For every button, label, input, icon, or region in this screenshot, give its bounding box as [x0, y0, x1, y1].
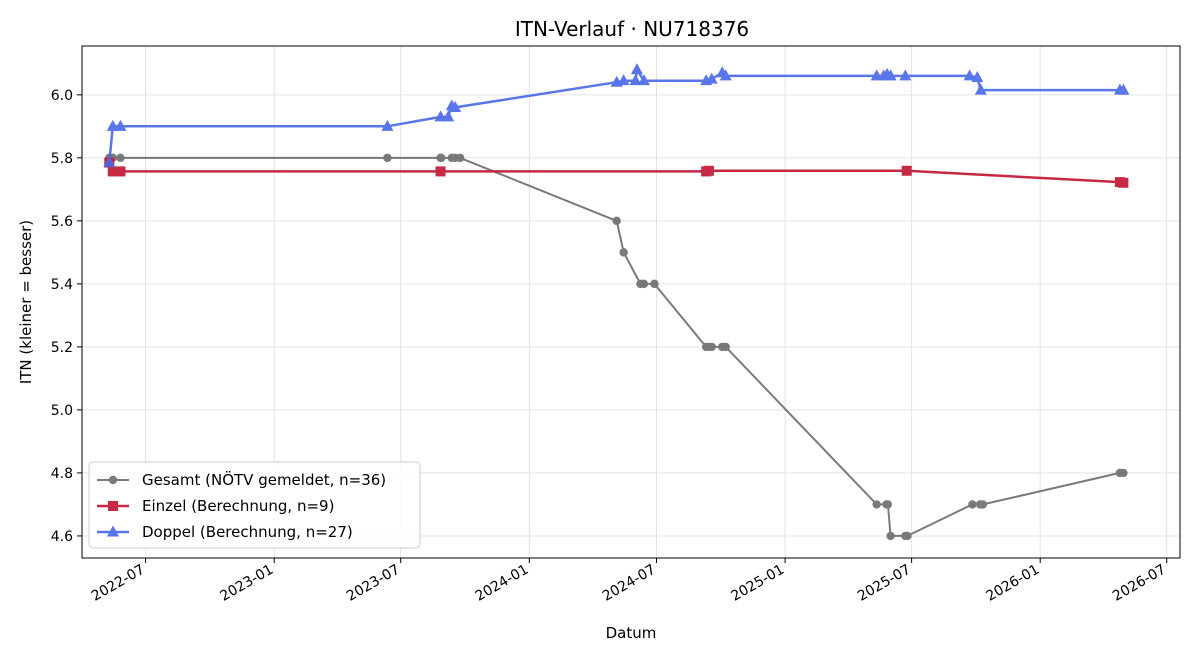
y-tick-label: 4.8 — [51, 466, 73, 482]
data-point — [114, 119, 127, 131]
y-axis-title: ITN (kleiner = besser) — [17, 220, 35, 384]
data-point — [1119, 468, 1128, 478]
data-point — [106, 119, 119, 131]
data-point — [107, 166, 118, 177]
legend-label: Einzel (Berechnung, n=9) — [142, 497, 334, 515]
legend-entry-swatch — [97, 525, 129, 537]
x-tick-label: 2025-07 — [855, 562, 914, 605]
data-point — [435, 166, 446, 177]
x-axis-title: Datum — [606, 624, 657, 642]
data-point — [719, 69, 732, 81]
data-point — [899, 69, 912, 81]
data-point — [1118, 177, 1129, 188]
legend-marker — [108, 501, 118, 511]
legend-marker — [107, 525, 119, 537]
x-tick-label: 2023-07 — [344, 562, 403, 605]
x-tick-label: 2024-07 — [600, 562, 659, 605]
data-point — [612, 216, 621, 226]
y-tick-label: 5.8 — [51, 151, 73, 167]
legend-box — [88, 461, 421, 549]
data-point — [619, 248, 628, 257]
data-point — [707, 342, 716, 352]
data-point — [705, 72, 718, 84]
data-point — [434, 110, 447, 122]
legend: Gesamt (NÖTV gemeldet, n=36) Einzel (Bere… — [88, 461, 421, 549]
plot-area — [103, 63, 1130, 541]
legend-label: Doppel (Berechnung, n=27) — [142, 523, 353, 541]
data-point — [901, 165, 912, 176]
data-point — [437, 153, 446, 163]
data-point — [963, 69, 976, 81]
y-tick-label: 5.4 — [51, 277, 73, 293]
series-circle — [105, 153, 1128, 541]
legend-entry-swatch — [97, 475, 129, 485]
legend-entry-swatch — [97, 501, 129, 511]
data-point — [617, 74, 630, 86]
data-point — [449, 100, 462, 112]
x-tick-label: 2026-01 — [984, 562, 1043, 605]
data-point — [721, 342, 730, 352]
series-line — [108, 162, 1124, 184]
data-point — [639, 279, 649, 289]
series-triangle — [103, 63, 1130, 168]
data-point — [383, 153, 392, 163]
y-tick-label: 5.2 — [51, 340, 73, 356]
data-point — [974, 83, 987, 95]
data-point — [103, 156, 116, 168]
y-axis: 4.6 4.8 5.0 5.2 5.4 5.6 5.8 6.0 — [51, 88, 82, 545]
data-point — [116, 153, 125, 163]
data-point — [703, 165, 714, 176]
data-point — [381, 119, 394, 131]
data-point — [455, 153, 465, 163]
data-point — [971, 71, 984, 83]
x-tick-label: 2022-07 — [89, 562, 148, 605]
data-point — [630, 63, 643, 75]
y-tick-label: 5.0 — [51, 403, 73, 419]
data-point — [629, 74, 642, 86]
data-point — [886, 531, 895, 541]
chart-title: ITN-Verlauf · NU718376 — [515, 17, 749, 41]
x-axis: 2022-07 2023-01 2023-07 2024-01 2024-07 2025-… — [89, 558, 1169, 605]
x-tick-label: 2024-01 — [473, 562, 532, 605]
data-point — [115, 166, 126, 177]
data-point — [884, 69, 897, 81]
data-point — [883, 500, 893, 509]
data-point — [1117, 83, 1130, 95]
x-tick-label: 2025-01 — [728, 562, 787, 605]
data-point — [872, 500, 881, 509]
y-tick-label: 4.6 — [51, 529, 73, 545]
data-point — [650, 279, 659, 289]
x-tick-label: 2023-01 — [218, 562, 277, 605]
legend-label: Gesamt (NÖTV gemeldet, n=36) — [142, 470, 386, 489]
y-tick-label: 6.0 — [51, 88, 73, 104]
data-point — [903, 531, 912, 541]
data-point — [637, 74, 650, 86]
data-point — [978, 500, 988, 509]
series-square — [104, 157, 1129, 188]
plot-frame — [81, 45, 1181, 559]
legend-marker — [108, 475, 118, 485]
y-tick-label: 5.6 — [51, 214, 73, 230]
data-point — [442, 110, 455, 122]
data-point — [968, 500, 977, 509]
x-tick-label: 2026-07 — [1110, 562, 1169, 605]
